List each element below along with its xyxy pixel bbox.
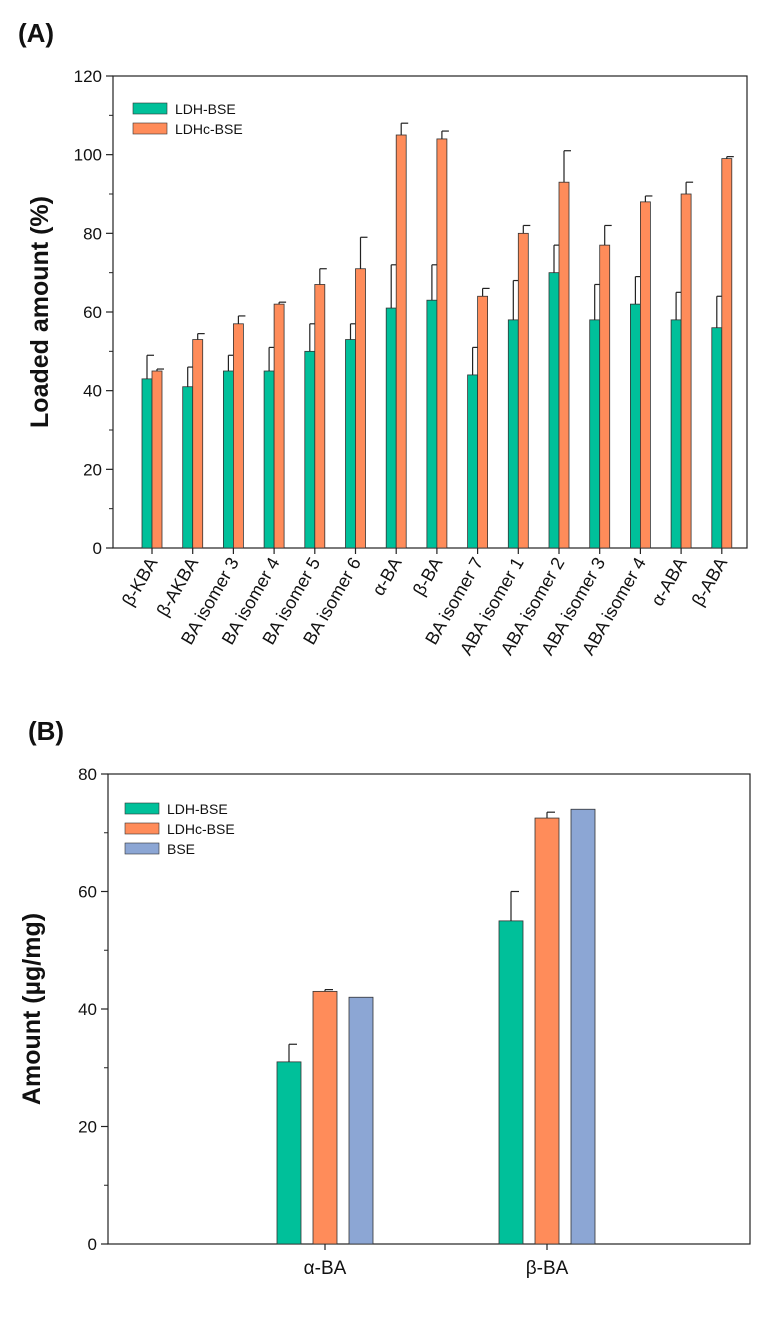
x-tick-label: α-BA [304, 1258, 347, 1279]
bar-ldhc-bse [517, 232, 529, 549]
chart-a: 0 20 40 60 80 100 120 Loaded amount (%) β-KBA β-A… [26, 67, 748, 658]
bar-ldh-bse [345, 339, 356, 549]
y-tick-label: 40 [78, 1000, 97, 1019]
bar-ldhc-bse [558, 181, 570, 549]
bar-ldh-bse [141, 378, 153, 549]
y-tick-label: 40 [83, 382, 102, 401]
x-tick-label: β-BA [526, 1258, 569, 1279]
bar-ldhc-bse [640, 201, 651, 549]
legend-label: LDH-BSE [167, 801, 228, 817]
x-tick-label: α-ABA [647, 554, 691, 609]
bar-ldh-bse [589, 319, 601, 549]
legend-label: BSE [167, 841, 195, 857]
panel-label-b: (B) [28, 716, 64, 746]
bar-ldh-bse [263, 370, 275, 549]
chart-b: 0 20 40 60 80 Amount (µg/mg) α-BA β-BA LDH-BSE LD… [18, 765, 751, 1279]
y-tick-label: 100 [74, 146, 102, 165]
y-tick-label: 80 [83, 224, 102, 243]
bar-ldhc-bse [721, 158, 733, 549]
y-tick-label: 0 [88, 1235, 97, 1254]
x-tick-label: α-BA [368, 554, 406, 599]
y-tick-label: 60 [78, 883, 97, 902]
legend-swatch-ldhc-bse [124, 822, 160, 835]
bar-ldh-bse [182, 386, 194, 549]
y-tick-label: 20 [78, 1118, 97, 1137]
bar-bse [570, 808, 596, 1245]
legend-label: LDH-BSE [175, 101, 236, 117]
bar-ldh-bse [467, 374, 479, 549]
bar-ldh-bse [426, 299, 438, 549]
legend-swatch-ldh-bse [124, 802, 160, 815]
bar-bse [348, 996, 374, 1245]
bar-ldh-bse [385, 307, 397, 549]
legend-label: LDHc-BSE [167, 821, 235, 837]
y-tick-label: 20 [83, 460, 102, 479]
bar-ldhc-bse [395, 134, 407, 549]
y-tick-label: 120 [74, 67, 102, 86]
bar-ldhc-bse [534, 817, 560, 1245]
bar-ldhc-bse [314, 284, 326, 549]
bar-ldh-bse [276, 1061, 302, 1245]
bar-ldh-bse [711, 327, 723, 549]
legend-swatch-ldh-bse [132, 102, 168, 115]
bar-ldhc-bse [477, 295, 489, 549]
bar-ldh-bse [670, 319, 682, 549]
bar-ldhc-bse [312, 990, 338, 1245]
y-tick-label: 60 [83, 303, 102, 322]
bar-ldhc-bse [599, 244, 611, 549]
bar-ldhc-bse [232, 323, 244, 549]
bar-ldh-bse [548, 272, 560, 549]
panel-label-a: (A) [18, 18, 54, 48]
legend-label: LDHc-BSE [175, 121, 243, 137]
bar-ldhc-bse [680, 193, 692, 549]
y-axis-label: Loaded amount (%) [26, 196, 54, 428]
x-tick-label: β-ABA [688, 554, 732, 609]
bar-ldh-bse [304, 350, 316, 549]
bar-ldhc-bse [192, 339, 204, 549]
bar-ldh-bse [222, 370, 234, 549]
bar-ldh-bse [630, 303, 641, 549]
y-tick-label: 80 [78, 765, 97, 784]
plot-frame [107, 773, 751, 1245]
bar-ldh-bse [507, 319, 519, 549]
bar-ldhc-bse [273, 303, 285, 549]
y-axis-label: Amount (µg/mg) [18, 913, 46, 1105]
bar-ldhc-bse [436, 138, 448, 549]
x-tick-label: β-BA [409, 554, 447, 599]
bar-ldhc-bse [355, 268, 366, 549]
bar-ldh-bse [498, 920, 524, 1245]
x-tick-label: β-KBA [118, 554, 162, 609]
legend-swatch-bse [124, 842, 160, 855]
y-tick-label: 0 [93, 539, 102, 558]
bar-ldhc-bse [151, 370, 163, 549]
legend-swatch-ldhc-bse [132, 122, 168, 135]
